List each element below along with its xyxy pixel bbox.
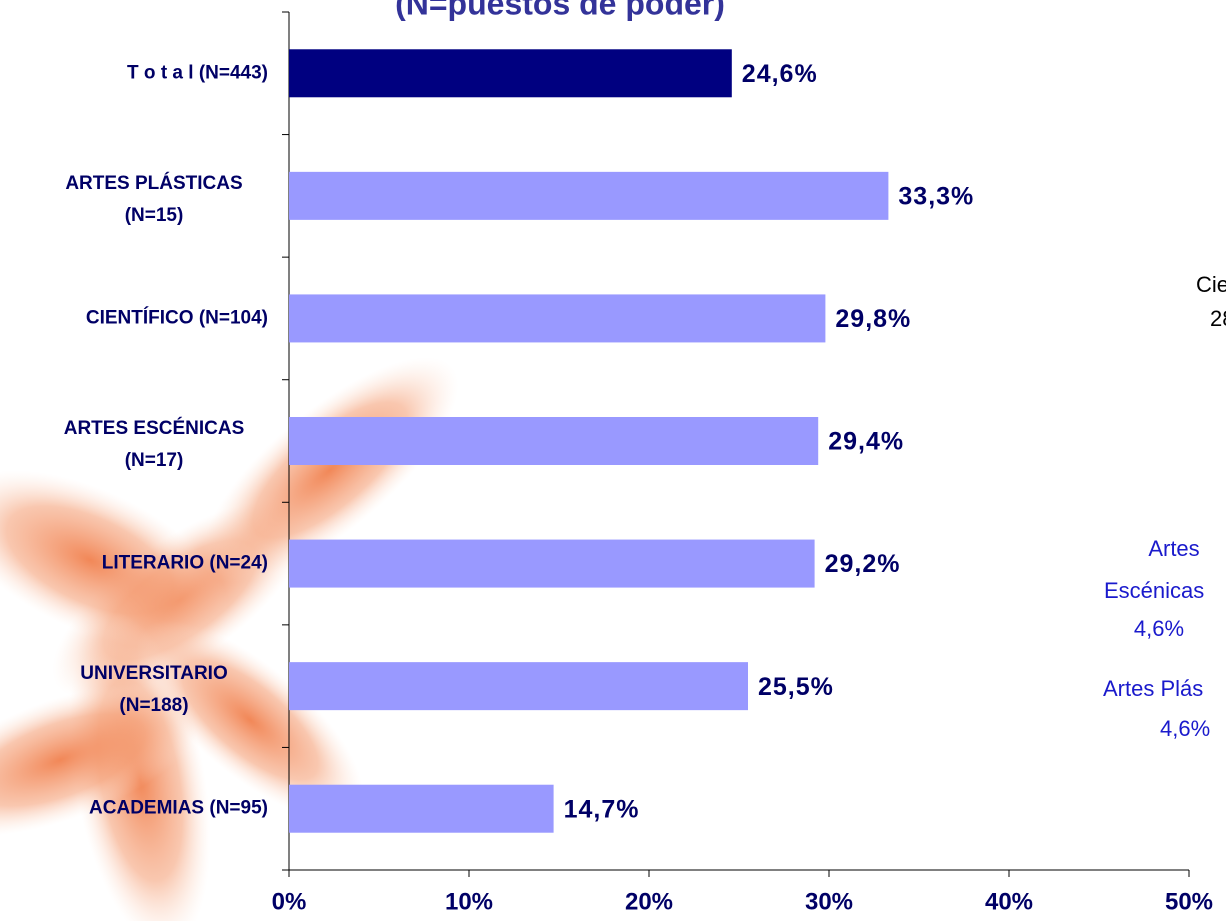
annotation: 4,6% (1134, 616, 1184, 641)
value-label: 33,3% (898, 182, 974, 210)
category-label-line: ARTES PLÁSTICAS (65, 172, 242, 194)
category-label-line: (N=17) (125, 450, 184, 471)
value-label: 24,6% (742, 60, 818, 88)
bar (289, 294, 826, 343)
category-label-line: (N=188) (119, 695, 188, 716)
bar (289, 662, 748, 711)
value-label: 29,2% (825, 550, 901, 578)
background-decoration (0, 357, 459, 921)
category-label: ARTES ESCÉNICAS (N=17) (64, 417, 245, 471)
bar (289, 539, 815, 588)
annotation: 4,6% (1160, 716, 1210, 741)
value-label: 14,7% (564, 795, 640, 823)
value-label: 29,8% (835, 305, 911, 333)
category-label: LITERARIO (N=24) (102, 553, 268, 574)
category-label: ACADEMIAS (N=95) (89, 798, 268, 819)
category-label-line: (N=15) (125, 205, 184, 226)
chart-title: (N=puestos de poder) (395, 0, 725, 21)
x-tick-label: 40% (985, 888, 1033, 915)
bar (289, 417, 819, 465)
value-label: 25,5% (758, 673, 834, 701)
bar (289, 49, 732, 98)
x-tick-label: 30% (805, 888, 853, 915)
annotation: Artes (1148, 536, 1199, 561)
category-label-line: UNIVERSITARIO (80, 663, 227, 684)
category-label: ARTES PLÁSTICAS (N=15) (65, 172, 242, 226)
value-label: 29,4% (828, 428, 904, 456)
bar (289, 171, 889, 220)
category-label: T o t a l (N=443) (127, 62, 268, 83)
bar (289, 784, 554, 833)
annotation: Escénicas (1104, 578, 1204, 603)
category-label-line: ARTES ESCÉNICAS (64, 417, 245, 439)
x-tick-label: 0% (272, 888, 307, 915)
category-label: CIENTÍFICO (N=104) (86, 306, 268, 328)
x-tick-label: 20% (625, 888, 673, 915)
category-label: UNIVERSITARIO (N=188) (80, 663, 227, 716)
annotation: Artes Plás (1103, 676, 1203, 701)
x-tick-label: 50% (1165, 888, 1213, 915)
x-tick-label: 10% (445, 888, 493, 915)
annotation: Cie (1196, 272, 1226, 297)
annotation: 28 (1210, 306, 1226, 331)
